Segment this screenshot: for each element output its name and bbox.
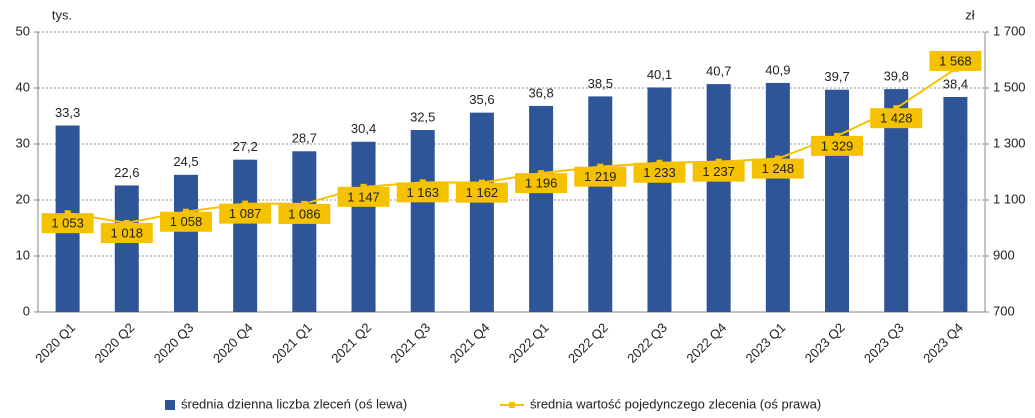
y-unit: tys.	[52, 7, 72, 22]
bar-value-label: 39,8	[884, 69, 909, 84]
x-tick-label: 2022 Q1	[506, 320, 552, 366]
x-tick-label: 2023 Q2	[802, 320, 848, 366]
line-value-label: 1 568	[939, 53, 972, 68]
line-label-box	[396, 182, 449, 203]
bar	[706, 84, 731, 312]
bar	[825, 89, 850, 313]
bar-value-label: 27,2	[233, 139, 258, 154]
line-value-label: 1 237	[702, 164, 735, 179]
bar	[469, 112, 494, 312]
line-value-label: 1 087	[229, 206, 262, 221]
bar	[943, 96, 968, 313]
x-tick-label: 2023 Q1	[743, 320, 789, 366]
line-value-label: 1 196	[525, 176, 558, 191]
bar	[292, 151, 317, 312]
x-tick-label: 2021 Q1	[269, 320, 315, 366]
x-tick-label: 2020 Q1	[32, 320, 78, 366]
line-label-box	[278, 203, 331, 224]
line-label-box	[870, 108, 923, 129]
bar-value-label: 40,9	[765, 62, 790, 77]
line-value-label: 1 428	[880, 111, 913, 126]
bar	[410, 130, 435, 312]
bar	[529, 105, 554, 312]
line-label-box	[751, 158, 804, 179]
line-label-box	[574, 166, 627, 187]
bar-value-label: 35,6	[469, 92, 494, 107]
line-value-label: 1 058	[170, 214, 203, 229]
line-value-label: 1 163	[406, 185, 439, 200]
line-label-box	[41, 213, 94, 234]
legend-label: średnia dzienna liczba zleceń (oś lewa)	[181, 396, 407, 411]
legend-swatch	[165, 400, 175, 410]
x-tick-label: 2022 Q3	[624, 320, 670, 366]
x-tick-label: 2022 Q4	[683, 320, 729, 366]
y-tick-label: 10	[16, 247, 30, 262]
bar-value-label: 28,7	[292, 131, 317, 146]
line-value-label: 1 219	[584, 169, 617, 184]
x-tick-label: 2021 Q3	[387, 320, 433, 366]
line-label-box	[692, 161, 745, 182]
line-label-box	[219, 203, 272, 224]
x-tick-label: 2023 Q3	[861, 320, 907, 366]
bar-value-label: 22,6	[114, 165, 139, 180]
bar	[233, 159, 258, 312]
line	[67, 68, 956, 224]
legend-label: średnia wartość pojedynczego zlecenia (o…	[530, 396, 821, 411]
bar-value-label: 38,5	[588, 76, 613, 91]
bar-value-label: 38,4	[943, 76, 968, 91]
bar	[647, 87, 672, 312]
y2-unit: zł	[965, 7, 975, 22]
legend-swatch-marker	[509, 402, 515, 408]
y-tick-label: 0	[23, 303, 30, 318]
y2-tick-label: 1 700	[993, 23, 1026, 38]
bar-value-label: 24,5	[173, 154, 198, 169]
x-tick-label: 2021 Q2	[328, 320, 374, 366]
x-tick-label: 2022 Q2	[565, 320, 611, 366]
bar-value-label: 32,5	[410, 109, 435, 124]
x-tick-label: 2020 Q2	[91, 320, 137, 366]
line-value-label: 1 147	[347, 189, 380, 204]
line-label-box	[633, 162, 686, 183]
line-label-box	[337, 186, 390, 207]
line-label-box	[159, 211, 212, 232]
line-label-box	[929, 50, 982, 71]
line-value-label: 1 018	[111, 225, 144, 240]
bar	[351, 141, 376, 312]
line-value-label: 1 086	[288, 206, 321, 221]
bar	[765, 82, 790, 313]
line-value-label: 1 162	[466, 185, 499, 200]
y-tick-label: 20	[16, 191, 30, 206]
line-label-box	[455, 182, 508, 203]
y2-tick-label: 700	[993, 303, 1015, 318]
y2-tick-label: 1 300	[993, 135, 1026, 150]
bar-value-label: 36,8	[528, 85, 553, 100]
y2-tick-label: 1 500	[993, 79, 1026, 94]
y2-tick-label: 900	[993, 247, 1015, 262]
line-label-box	[100, 222, 153, 243]
y-tick-label: 40	[16, 79, 30, 94]
line-label-box	[811, 135, 864, 156]
bar-value-label: 30,4	[351, 121, 376, 136]
line-value-label: 1 329	[821, 138, 854, 153]
bar	[114, 185, 139, 312]
bar	[173, 174, 198, 312]
line-value-label: 1 053	[51, 216, 84, 231]
y2-tick-label: 1 100	[993, 191, 1026, 206]
bar-value-label: 33,3	[55, 105, 80, 120]
bar-value-label: 40,7	[706, 64, 731, 79]
x-tick-label: 2020 Q3	[151, 320, 197, 366]
line-value-label: 1 233	[643, 165, 676, 180]
x-tick-label: 2020 Q4	[210, 320, 256, 366]
y-tick-label: 50	[16, 23, 30, 38]
x-tick-label: 2021 Q4	[447, 320, 493, 366]
line-value-label: 1 248	[762, 161, 795, 176]
bar-value-label: 40,1	[647, 67, 672, 82]
line-label-box	[515, 173, 568, 194]
bar-value-label: 39,7	[824, 69, 849, 84]
bar	[588, 96, 613, 313]
x-tick-label: 2023 Q4	[920, 320, 966, 366]
y-tick-label: 30	[16, 135, 30, 150]
